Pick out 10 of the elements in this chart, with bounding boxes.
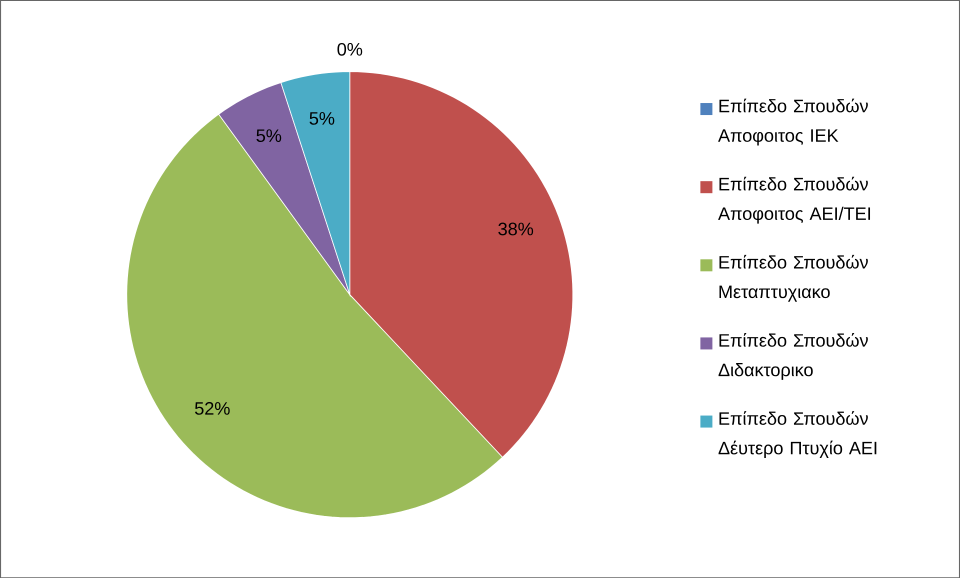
legend-label: Επίπεδο Σπουδών Διδακτορικο: [718, 332, 868, 380]
data-label: 52%: [194, 402, 230, 415]
data-label: 5%: [310, 112, 334, 125]
legend-label: Επίπεδο Σπουδών Αποφοιτος ΑΕΙ/ΤΕΙ: [718, 176, 870, 224]
legend-label: Επίπεδο Σπουδών Μεταπτυχιακο: [719, 254, 868, 302]
text: 0%: [337, 42, 362, 56]
data-label: 5%: [256, 129, 282, 142]
data-label: 38%: [498, 222, 534, 236]
legend-label: Επίπεδο Σπουδών Δέυτερο Πτυχίο ΑΕΙ: [718, 410, 876, 458]
legend-label: Επίπεδο Σπουδών Αποφοιτος ΙΕΚ: [718, 98, 868, 146]
